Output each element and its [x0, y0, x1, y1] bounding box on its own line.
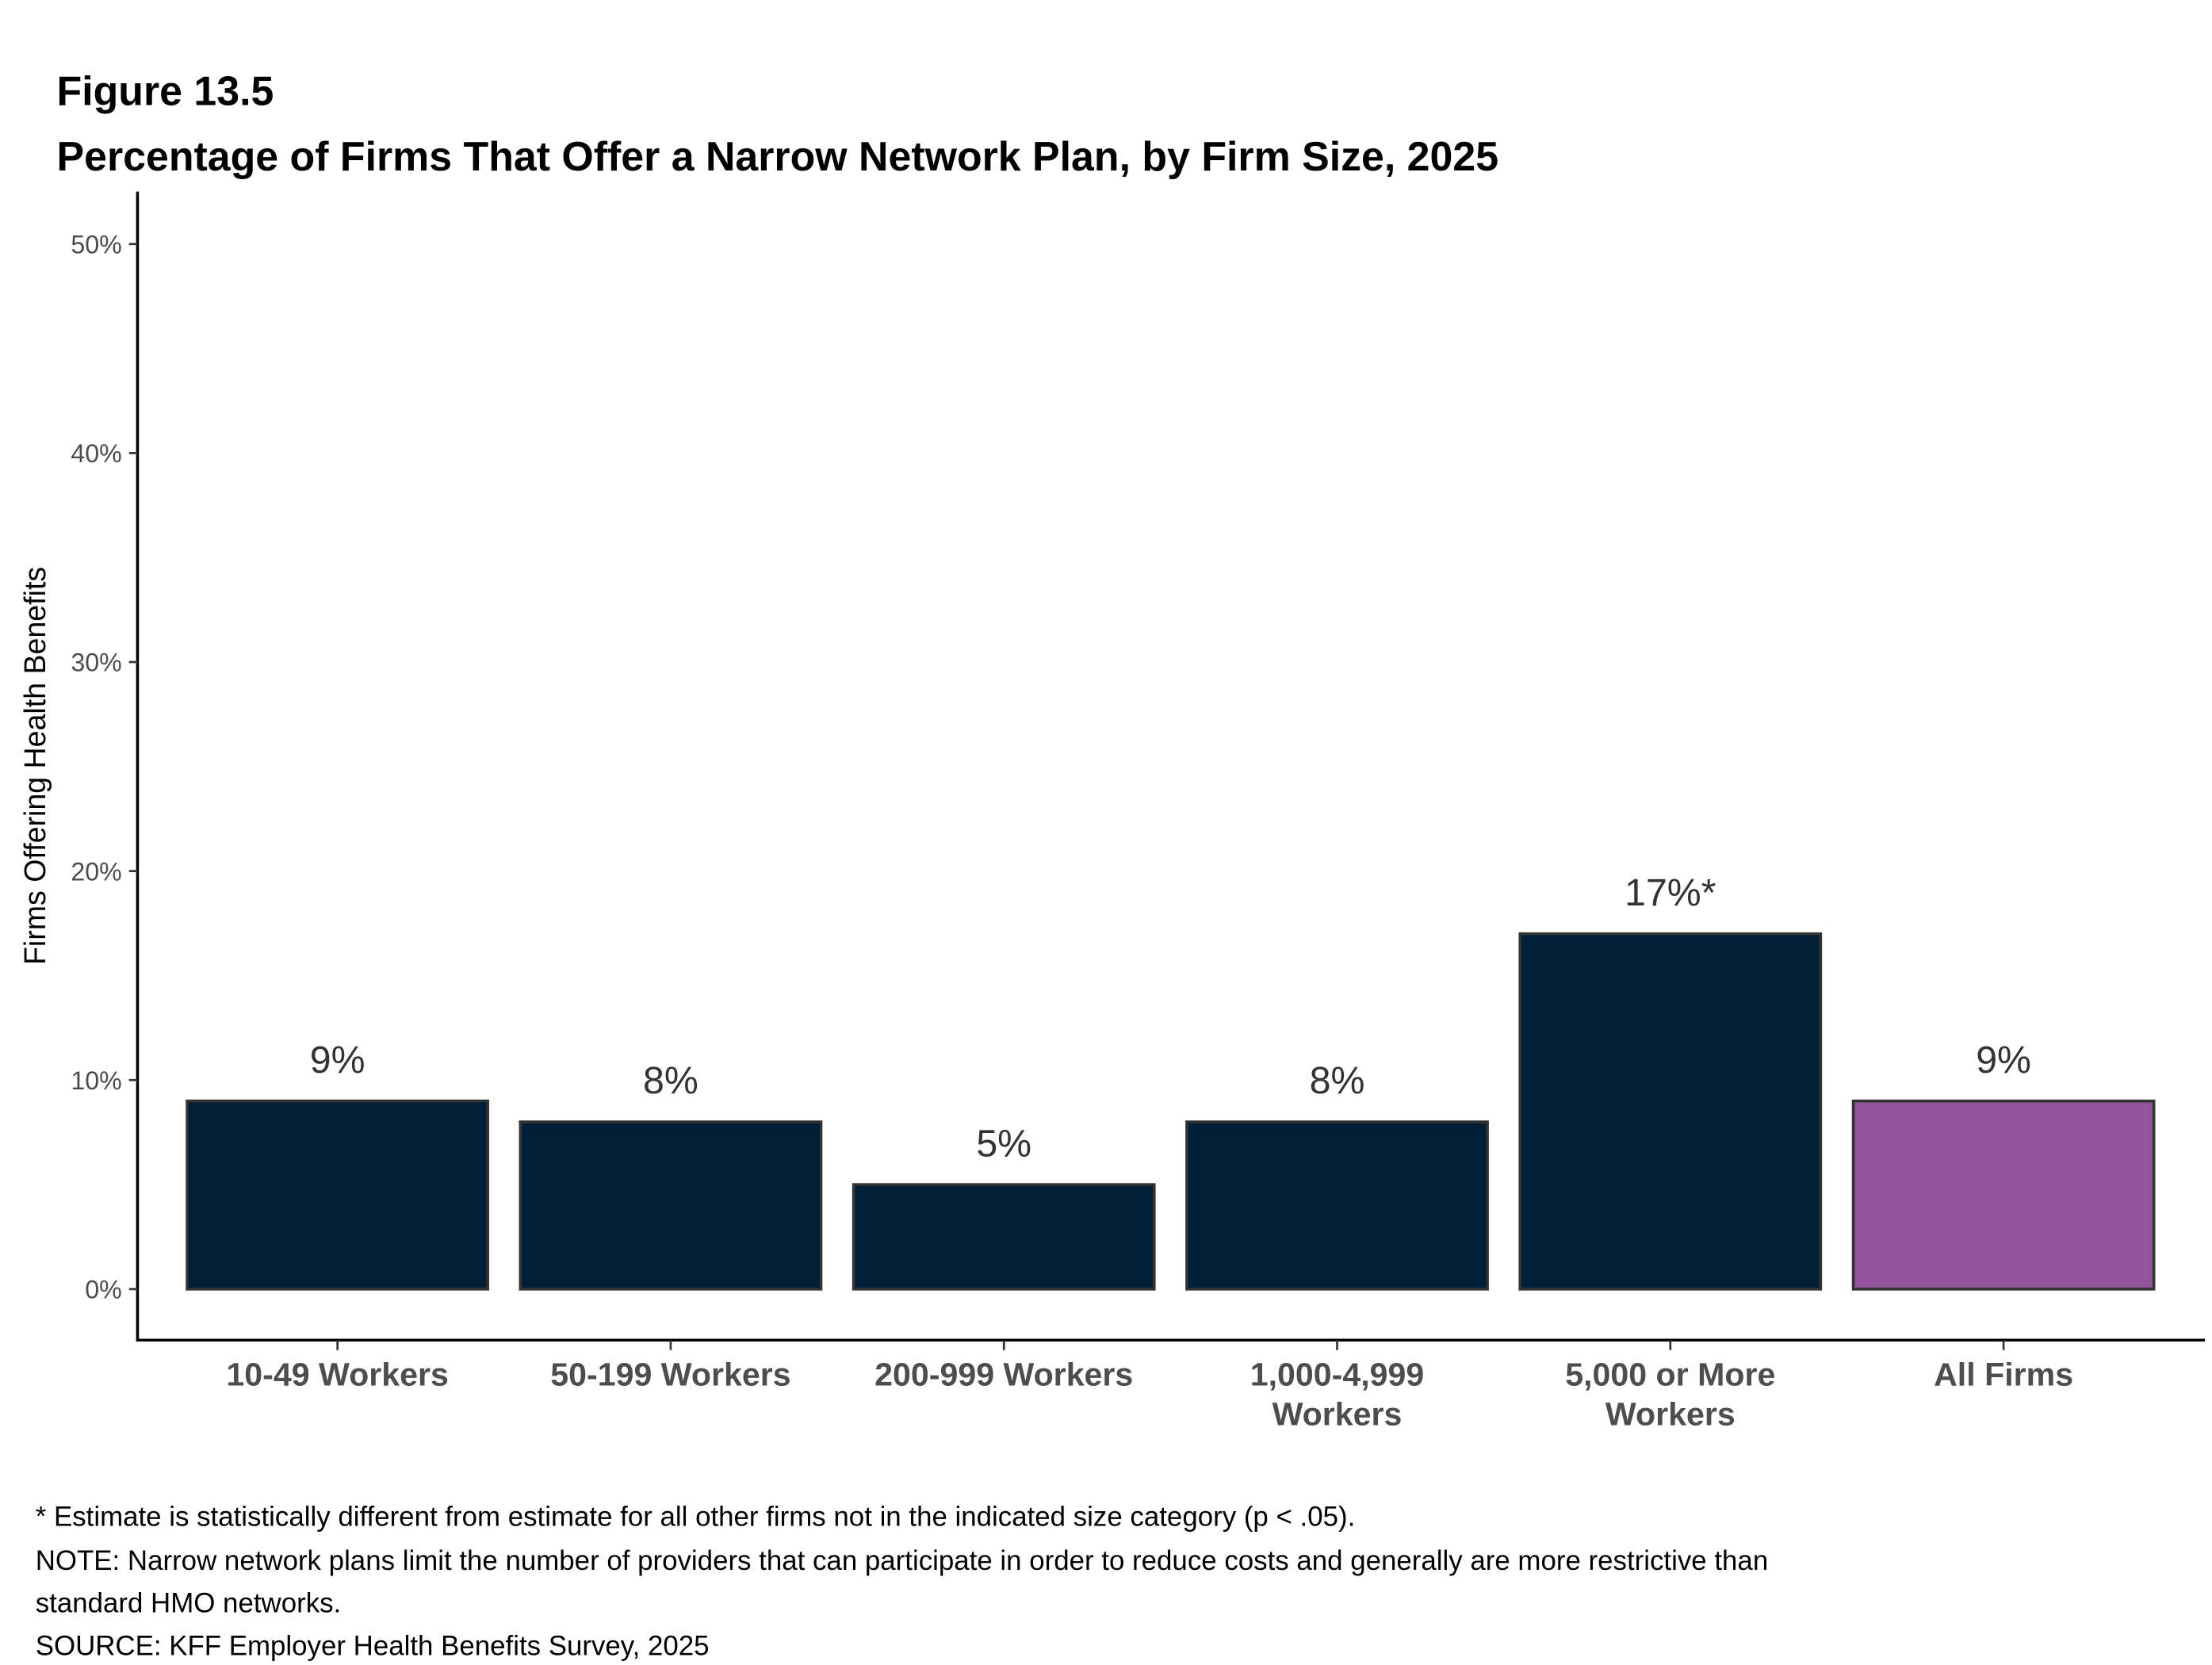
chart-title: Percentage of Firms That Offer a Narrow …	[57, 133, 1499, 179]
y-tick-label: 40%	[71, 439, 121, 468]
bars	[186, 932, 2156, 1291]
footnote-significance: * Estimate is statistically different fr…	[36, 1502, 1356, 1533]
x-tick-label: 1,000-4,999	[1250, 1357, 1425, 1393]
data-label: 8%	[643, 1059, 698, 1102]
bar	[519, 1120, 823, 1291]
bar	[186, 1099, 490, 1291]
y-ticks: 0% 10% 20% 30% 40% 50%	[71, 230, 138, 1304]
x-tick-label: Workers	[1605, 1396, 1736, 1433]
y-tick-label: 50%	[71, 230, 121, 258]
figure-label: Figure 13.5	[57, 68, 274, 114]
y-tick-label: 10%	[71, 1066, 121, 1095]
x-tick-label: 50-199 Workers	[550, 1357, 790, 1393]
bar	[852, 1183, 1156, 1291]
x-tick-labels: 10-49 Workers 50-199 Workers 200-999 Worke…	[226, 1340, 2073, 1433]
x-tick-label: All Firms	[1934, 1357, 2073, 1393]
y-tick-label: 20%	[71, 857, 121, 886]
data-label: 8%	[1310, 1059, 1365, 1102]
x-tick-label: 5,000 or More	[1565, 1357, 1775, 1393]
data-label: 17%*	[1625, 871, 1716, 914]
y-tick-label: 0%	[85, 1276, 122, 1304]
data-label: 5%	[976, 1122, 1031, 1165]
bar	[1518, 932, 1823, 1291]
bar	[1851, 1099, 2156, 1291]
y-axis-label: Firms Offering Health Benefits	[18, 567, 52, 965]
footnote-note: NOTE: Narrow network plans limit the num…	[36, 1545, 1769, 1576]
x-tick-label: 200-999 Workers	[874, 1357, 1133, 1393]
x-tick-label: Workers	[1272, 1396, 1403, 1433]
bar	[1185, 1120, 1489, 1291]
data-label: 9%	[1976, 1039, 2031, 1081]
x-tick-label: 10-49 Workers	[226, 1357, 448, 1393]
y-tick-label: 30%	[71, 649, 121, 677]
footnote-source: SOURCE: KFF Employer Health Benefits Sur…	[36, 1630, 710, 1661]
data-label: 9%	[310, 1039, 365, 1081]
footnote-note-cont: standard HMO networks.	[36, 1588, 342, 1619]
data-labels: 9% 8% 5% 8% 17%* 9%	[310, 871, 2031, 1165]
footnotes: * Estimate is statistically different fr…	[36, 1502, 1769, 1662]
